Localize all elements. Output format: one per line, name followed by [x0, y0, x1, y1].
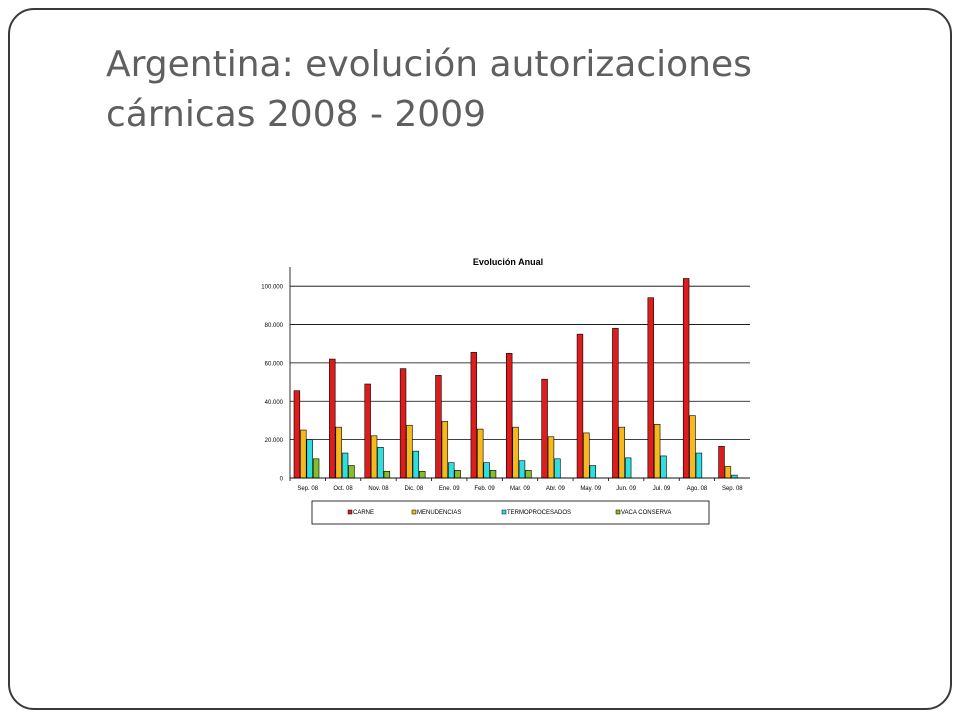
bars: [293, 278, 738, 479]
chart-title: Evolución Anual: [473, 257, 543, 267]
bar-vaca-conserva: [348, 465, 355, 479]
bar-carne: [329, 358, 336, 479]
bar-vaca-conserva: [312, 458, 320, 479]
bar-termoprocesados: [554, 458, 561, 479]
x-tick-label: Ago. 08: [687, 486, 708, 492]
bar-carne: [647, 297, 654, 479]
legend-box: [311, 500, 710, 525]
y-axis: 0 20.000 40.000 60.000 80.000 100.000: [261, 267, 291, 483]
bar-carne: [576, 333, 584, 479]
legend-swatch: [347, 509, 353, 515]
legend-label: VACA CONSERVA: [621, 510, 671, 516]
x-tick-label: Ene. 09: [439, 486, 460, 492]
x-tick-label: Sep. 08: [297, 486, 318, 492]
bar-carne: [293, 390, 301, 479]
bar-vaca-conserva: [419, 470, 426, 479]
y-tick-label: 0: [280, 477, 284, 483]
x-tick-label: Oct. 08: [333, 486, 353, 492]
slide-title: Argentina: evolución autorizaciones cárn…: [106, 40, 906, 140]
bar-menudencias: [583, 432, 590, 479]
bar-carne: [718, 446, 725, 479]
x-tick-label: Abr. 09: [546, 486, 566, 492]
bar-carne: [506, 353, 513, 479]
y-tick-label: 40.000: [265, 400, 284, 406]
x-tick-label: Feb. 09: [474, 486, 495, 492]
bar-menudencias: [441, 421, 449, 479]
bar-menudencias: [689, 415, 696, 479]
y-tick-label: 80.000: [265, 323, 284, 329]
bar-termoprocesados: [412, 450, 420, 479]
x-tick-label: Mar. 09: [510, 486, 531, 492]
x-tick-label: Dic. 08: [405, 486, 424, 492]
slide-title-line-1: Argentina: evolución autorizaciones: [106, 44, 752, 85]
bar-menudencias: [512, 426, 519, 479]
legend-swatch: [411, 509, 417, 515]
y-tick-label: 100.000: [261, 285, 283, 291]
legend: CARNE MENUDENCIAS TERMOPROCESADOS VACA CONS…: [311, 500, 710, 525]
bar-termoprocesados: [518, 460, 526, 479]
bar-vaca-conserva: [454, 470, 461, 479]
bar-termoprocesados: [483, 462, 490, 479]
bar-carne: [541, 378, 548, 479]
bar-termoprocesados: [377, 447, 384, 479]
legend-swatch: [615, 509, 621, 515]
bar-termoprocesados: [731, 474, 738, 479]
bar-carne: [470, 352, 478, 479]
bar-menudencias: [618, 426, 625, 479]
slide-frame: [8, 8, 952, 710]
x-axis: Sep. 08 Oct. 08 Nov. 08 Dic. 08 Ene. 09 Feb. …: [289, 477, 750, 492]
bar-menudencias: [653, 423, 661, 479]
bar-chart: Evolución Anual 0 20.000 40.000 60.000 80.00…: [261, 257, 750, 525]
bar-menudencias: [406, 424, 413, 479]
y-tick-label: 60.000: [265, 361, 284, 367]
bar-termoprocesados: [660, 455, 667, 479]
x-tick-label: Jun. 09: [616, 486, 636, 492]
bar-termoprocesados: [624, 457, 632, 479]
bar-vaca-conserva: [489, 470, 497, 479]
bar-menudencias: [335, 426, 342, 479]
y-tick-label: 20.000: [265, 438, 284, 444]
bar-termoprocesados: [695, 452, 703, 479]
x-tick-label: Jul. 09: [653, 486, 671, 492]
x-tick-label: May. 09: [580, 486, 602, 492]
bar-termoprocesados: [341, 452, 349, 479]
bar-vaca-conserva: [525, 470, 532, 479]
bar-carne: [364, 383, 371, 479]
legend-label: CARNE: [353, 510, 374, 516]
bar-menudencias: [300, 429, 307, 479]
bar-carne: [612, 328, 619, 479]
bar-menudencias: [724, 466, 732, 479]
bar-menudencias: [547, 436, 555, 479]
bar-termoprocesados: [306, 439, 313, 479]
bar-menudencias: [477, 428, 484, 479]
bar-vaca-conserva: [383, 470, 391, 479]
legend-label: MENUDENCIAS: [417, 510, 461, 516]
gridlines: [290, 285, 750, 479]
chart-container: Evolución Anual 0 20.000 40.000 60.000 80.00…: [240, 245, 770, 535]
slide-title-line-2: cárnicas 2008 - 2009: [106, 94, 487, 135]
bar-carne: [682, 278, 690, 479]
legend-label: TERMOPROCESADOS: [507, 510, 571, 516]
legend-swatch: [501, 509, 507, 515]
x-tick-label: Nov. 08: [368, 486, 389, 492]
x-tick-label: Sep. 08: [722, 486, 743, 492]
bar-carne: [399, 368, 407, 479]
bar-carne: [435, 375, 442, 479]
bar-termoprocesados: [589, 465, 596, 479]
bar-termoprocesados: [448, 462, 455, 479]
bar-menudencias: [370, 435, 378, 479]
